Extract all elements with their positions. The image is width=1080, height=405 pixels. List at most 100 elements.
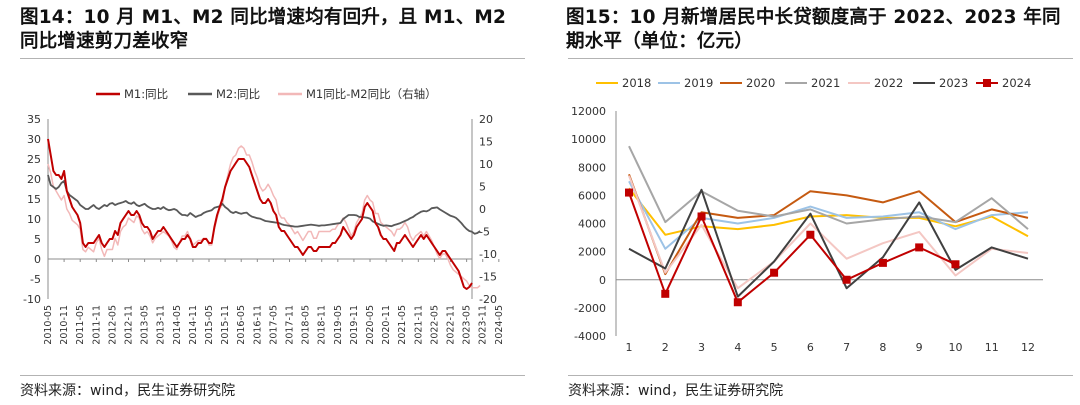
x-tick-label: 2: [662, 341, 669, 354]
x-tick-label: 7: [843, 341, 850, 354]
x-tick-label: 2022-11: [446, 305, 457, 345]
y-tick-label-right: -5: [479, 226, 490, 239]
y-tick-label-right: -10: [479, 248, 497, 261]
x-tick-label: 8: [879, 341, 886, 354]
x-tick-label: 2011-11: [91, 305, 102, 345]
y-tick-label-left: 30: [27, 133, 41, 146]
data-marker: [806, 230, 815, 239]
y-tick-label-right: 0: [479, 203, 486, 216]
y-tick-label-left: 35: [27, 113, 41, 126]
y-tick-label-left: 25: [27, 153, 41, 166]
data-marker: [842, 275, 851, 284]
legend-label: 2018: [622, 76, 651, 90]
legend-label: M1同比-M2同比（右轴）: [306, 87, 437, 101]
y-tick-label-right: -15: [479, 271, 497, 284]
left-panel: 图14：10 月 M1、M2 同比增速均有回升，且 M1、M2 同比增速剪刀差收…: [0, 0, 532, 405]
legend-label: 2020: [746, 76, 775, 90]
y-tick-label-right: 10: [479, 158, 493, 171]
x-tick-label: 2012-11: [124, 305, 135, 345]
y-tick-label-left: 20: [27, 173, 41, 186]
y-tick-label-left: 0: [34, 253, 41, 266]
x-tick-label: 5: [771, 341, 778, 354]
x-tick-label: 2019-05: [333, 305, 344, 345]
y-tick-label-right: 20: [479, 113, 493, 126]
y-tick-label-right: -20: [479, 293, 497, 306]
x-tick-label: 2015-05: [204, 305, 215, 345]
legend-label: M2:同比: [216, 87, 260, 101]
data-marker: [661, 289, 670, 298]
x-tick-label: 2018-05: [301, 305, 312, 345]
y-tick-label-left: -5: [30, 273, 41, 286]
x-tick-label: 2012-05: [107, 305, 118, 345]
bottom-rule: [568, 375, 1073, 376]
y-tick-label-right: 5: [479, 181, 486, 194]
bottom-rule: [20, 375, 525, 376]
data-marker: [915, 243, 924, 252]
x-tick-label: 2018-11: [317, 305, 328, 345]
legend-label: 2024: [1002, 76, 1031, 90]
x-tick-label: 12: [1021, 341, 1035, 354]
y-tick-label: 6000: [578, 189, 606, 202]
source-note: 资料来源：wind，民生证券研究院: [20, 383, 236, 399]
series-line: [628, 192, 956, 304]
x-tick-label: 2015-11: [220, 305, 231, 345]
series-line: [628, 145, 1029, 230]
source-note: 资料来源：wind，民生证券研究院: [568, 383, 784, 399]
x-tick-label: 2010-11: [59, 305, 70, 345]
chart-title: 图15：10 月新增居民中长贷额度高于 2022、2023 年同期水平（单位：亿…: [566, 7, 1061, 52]
data-marker: [697, 212, 706, 221]
chart-title: 图14：10 月 M1、M2 同比增速均有回升，且 M1、M2 同比增速剪刀差收…: [20, 7, 507, 52]
x-tick-label: 2021-11: [413, 305, 424, 345]
series-line: [628, 173, 1029, 276]
x-tick-label: 2016-05: [236, 305, 247, 345]
legend-label: 2019: [684, 76, 713, 90]
x-tick-label: 2022-05: [429, 305, 440, 345]
y-tick-label: -2000: [574, 302, 606, 315]
series-line: [47, 145, 481, 289]
series-line: [628, 188, 1029, 298]
x-tick-label: 2017-05: [268, 305, 279, 345]
x-tick-label: 6: [807, 341, 814, 354]
y-tick-label: 2000: [578, 246, 606, 259]
y-tick-label: 10000: [571, 133, 606, 146]
data-marker: [770, 268, 779, 277]
legend-label: 2023: [939, 76, 968, 90]
data-marker: [951, 260, 960, 269]
y-tick-label-right: 15: [479, 136, 493, 149]
y-tick-label: 0: [599, 274, 606, 287]
series-line: [628, 175, 1029, 290]
top-rule: [20, 58, 525, 59]
y-tick-label-left: 10: [27, 213, 41, 226]
top-rule: [568, 58, 1073, 59]
x-tick-label: 2011-05: [75, 305, 86, 345]
x-tick-label: 2014-11: [188, 305, 199, 345]
y-tick-label: 12000: [571, 105, 606, 118]
x-tick-label: 2023-05: [462, 305, 473, 345]
x-tick-label: 4: [734, 341, 741, 354]
data-marker: [878, 258, 887, 267]
x-tick-label: 2019-11: [349, 305, 360, 345]
x-tick-label: 11: [985, 341, 999, 354]
y-tick-label-left: -10: [23, 293, 41, 306]
legend-label: 2022: [874, 76, 903, 90]
data-marker: [625, 188, 633, 197]
x-tick-label: 2014-05: [172, 305, 183, 345]
x-tick-label: 1: [626, 341, 633, 354]
right-panel: 图15：10 月新增居民中长贷额度高于 2022、2023 年同期水平（单位：亿…: [548, 0, 1080, 405]
x-tick-label: 2024-05: [494, 305, 505, 345]
y-tick-label-left: 5: [34, 233, 41, 246]
x-tick-label: 10: [948, 341, 962, 354]
x-tick-label: 2023-11: [478, 305, 489, 345]
y-tick-label: 4000: [578, 218, 606, 231]
series-line: [47, 174, 481, 235]
x-tick-label: 2017-11: [285, 305, 296, 345]
x-tick-label: 9: [916, 341, 923, 354]
x-tick-label: 3: [698, 341, 705, 354]
m1-m2-chart: -10 -5 0 5 10 15 20 25 30 35 -20 -15 -10 -5 0 5 10 15 20 20…: [23, 87, 505, 345]
y-tick-label-left: 15: [27, 193, 41, 206]
x-tick-label: 2021-05: [397, 305, 408, 345]
legend-label: M1:同比: [124, 87, 168, 101]
y-tick-label: 8000: [578, 161, 606, 174]
x-tick-label: 2016-11: [252, 305, 263, 345]
